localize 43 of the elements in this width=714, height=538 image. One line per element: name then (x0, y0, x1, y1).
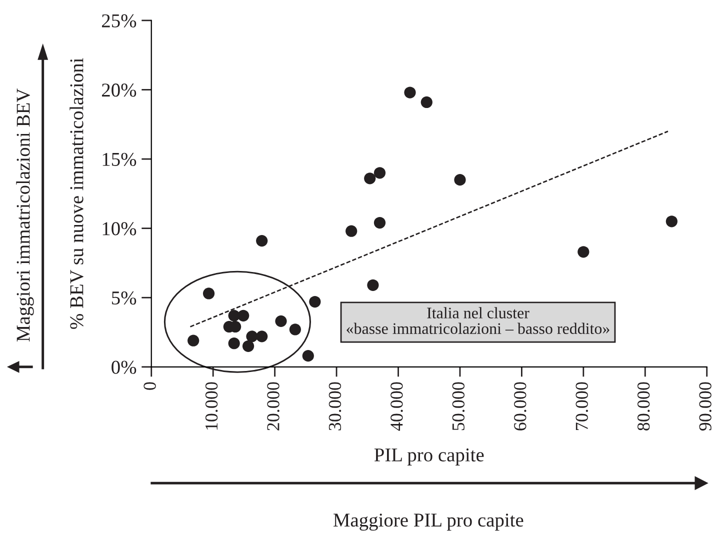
point (420, 96, 432, 108)
text: Maggiori immatricolazioni BEV (16, 88, 34, 342)
y-axis-title: % BEV su nuove immatricolazioni (70, 58, 84, 329)
y-tick-label: 20% (102, 84, 136, 97)
point (289, 324, 301, 336)
point (374, 216, 386, 229)
x-axis-title: PIL pro capite (374, 448, 484, 466)
x-tick-label: 30.000 (328, 382, 342, 430)
x-tick-label: 0 (144, 382, 156, 390)
point (188, 334, 200, 346)
point (454, 174, 466, 186)
point (302, 350, 314, 362)
x-tick-label: 50.000 (452, 382, 465, 430)
point (202, 288, 215, 300)
x-tick-label: 40.000 (390, 382, 403, 431)
point (367, 279, 379, 291)
point (374, 167, 386, 179)
y-tick-label: 0% (112, 360, 136, 374)
text: Maggiore PIL pro capite (333, 514, 524, 531)
x-tick-label: 20.000 (267, 382, 280, 430)
y-tick-label: 15% (102, 152, 136, 166)
x-tick-label: 80.000 (637, 382, 650, 430)
point (364, 172, 376, 184)
point (256, 330, 268, 342)
point (309, 296, 321, 308)
x-tick-label: 60.000 (514, 382, 526, 430)
point (275, 315, 287, 327)
point (242, 340, 254, 352)
point (228, 338, 240, 350)
y-tick-label: 5% (112, 291, 136, 305)
point (256, 234, 268, 247)
point (238, 310, 250, 322)
point (346, 225, 358, 237)
annotation: Italia nel cluster «basse immatricolazioni – basso reddito» (346, 307, 610, 334)
y-tick-label: 25% (102, 14, 136, 28)
x-tick-label: 70.000 (576, 382, 588, 430)
x-tick-label: 90.000 (699, 382, 712, 431)
point (578, 246, 590, 258)
point (666, 216, 678, 228)
y-tick-label: 10% (102, 222, 136, 236)
point (246, 330, 258, 342)
point (404, 86, 416, 98)
x-tick-label: 10.000 (205, 382, 218, 430)
